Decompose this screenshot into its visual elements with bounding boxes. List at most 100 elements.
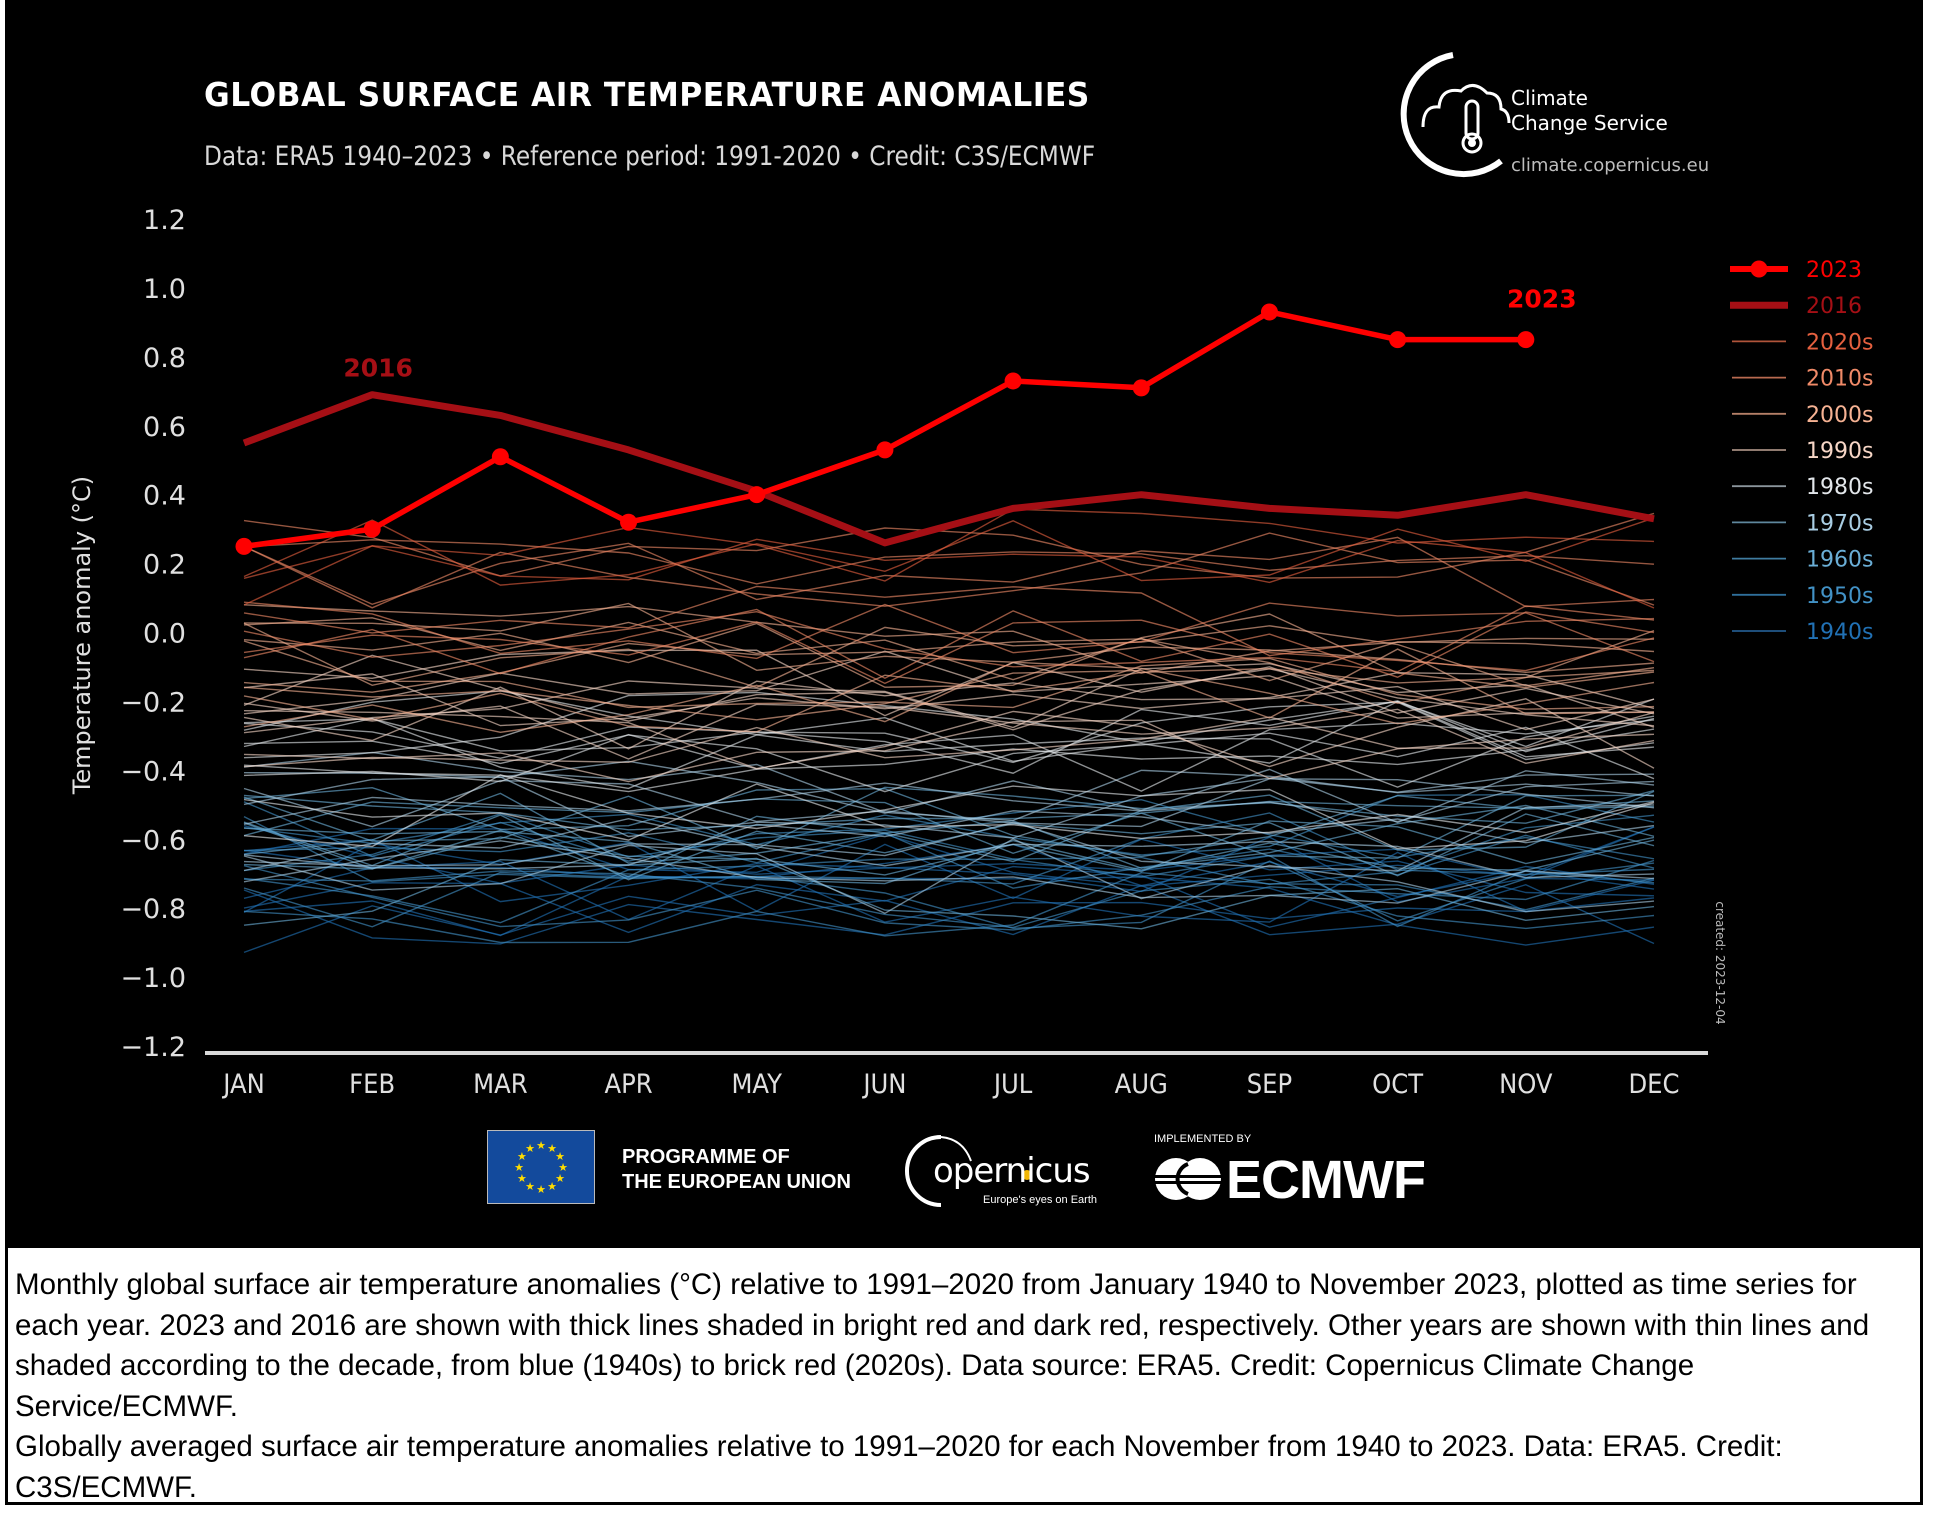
decade-line-2000s	[243, 613, 1655, 689]
decade-line-1970s	[243, 804, 1655, 872]
y-tick-label: 1.0	[143, 274, 186, 305]
legend-label: 2020s	[1806, 330, 1873, 355]
eu-star-icon: ★	[558, 1161, 568, 1174]
legend-item-1970s[interactable]: 1970s	[1732, 511, 1873, 536]
decade-line-1990s	[243, 654, 1655, 731]
decade-line-1990s	[243, 719, 1655, 783]
legend-label: 1960s	[1806, 548, 1873, 573]
point-2023-MAY	[748, 486, 766, 504]
annotations: 2016 2023	[343, 285, 1576, 383]
x-tick-label: JAN	[221, 1069, 264, 1101]
decade-line-1980s	[243, 701, 1655, 764]
legend-item-1950s[interactable]: 1950s	[1732, 584, 1873, 609]
legend-item-1940s[interactable]: 1940s	[1732, 620, 1873, 645]
legend-item-2016[interactable]: 2016	[1730, 294, 1862, 319]
x-tick-label: OCT	[1372, 1069, 1423, 1101]
x-tick-label: FEB	[349, 1069, 395, 1101]
c3s-logo-icon	[1400, 52, 1511, 178]
y-tick-label: 1.2	[143, 205, 186, 236]
eu-star-icon: ★	[517, 1172, 527, 1185]
x-tick-label: APR	[604, 1069, 652, 1101]
legend-label: 1950s	[1806, 584, 1873, 609]
chart-title: GLOBAL SURFACE AIR TEMPERATURE ANOMALIES	[204, 75, 1090, 114]
legend-item-2020s[interactable]: 2020s	[1732, 330, 1873, 355]
legend-label: 1980s	[1806, 475, 1873, 500]
decade-line-1990s	[243, 662, 1655, 734]
decade-line-1990s	[243, 711, 1655, 768]
decade-line-2000s	[243, 622, 1655, 689]
decade-line-1990s	[243, 702, 1655, 765]
legend-item-1980s[interactable]: 1980s	[1732, 475, 1873, 500]
decade-line-1950s	[243, 812, 1655, 886]
decade-line-1970s	[243, 780, 1655, 825]
point-2023-APR	[620, 513, 638, 531]
legend-label: 1970s	[1806, 511, 1873, 536]
legend-item-1960s[interactable]: 1960s	[1732, 548, 1873, 573]
decade-line-2010s	[243, 512, 1655, 579]
x-tick-label: SEP	[1247, 1069, 1292, 1101]
y-tick-label: −1.2	[120, 1032, 186, 1063]
legend-label: 1940s	[1806, 620, 1873, 645]
decade-line-1950s	[243, 870, 1655, 930]
decade-line-1970s	[243, 810, 1655, 870]
decade-line-2010s	[243, 585, 1655, 657]
eu-star-icon: ★	[547, 1180, 557, 1193]
decade-line-1970s	[243, 760, 1655, 824]
decade-line-1970s	[243, 817, 1655, 879]
eu-text-line1: PROGRAMME OF	[622, 1146, 790, 1168]
created-note: created: 2023-12-04	[1713, 901, 1727, 1025]
annotation-2016: 2016	[343, 354, 413, 383]
point-2023-NOV	[1517, 331, 1535, 349]
point-2023-SEP	[1260, 303, 1278, 321]
y-tick-label: 0.6	[143, 412, 186, 443]
chart-svg: 1.2 1.0 0.8 0.6 0.4 0.2 0.0 −0.2 −0.4 −0.6 −0.8 −1.…	[120, 205, 1873, 1101]
copernicus-wordmark: opernicus	[933, 1151, 1091, 1191]
point-2023-FEB	[363, 520, 381, 538]
decade-line-2000s	[243, 661, 1655, 734]
legend-item-1990s[interactable]: 1990s	[1732, 439, 1873, 464]
eu-star-icon: ★	[555, 1172, 565, 1185]
decade-line-1960s	[243, 790, 1655, 864]
y-tick-label: 0.2	[143, 550, 186, 581]
decade-line-1980s	[243, 719, 1655, 792]
eu-star-icon: ★	[517, 1150, 527, 1163]
decade-line-1980s	[243, 774, 1655, 850]
caption-paragraph-1: Monthly global surface air temperature a…	[15, 1268, 1870, 1423]
figure-caption: Monthly global surface air temperature a…	[15, 1265, 1915, 1508]
implemented-by-label: IMPLEMENTED BY	[1154, 1133, 1252, 1145]
point-2023-AUG	[1132, 379, 1150, 397]
decade-line-1940s	[243, 889, 1655, 945]
legend-item-2010s[interactable]: 2010s	[1732, 367, 1873, 392]
eu-star-icon: ★	[525, 1142, 535, 1155]
eu-star-icon: ★	[525, 1180, 535, 1193]
decade-line-2000s	[243, 667, 1655, 733]
x-tick-label: MAR	[473, 1069, 528, 1101]
decade-line-1950s	[243, 860, 1655, 930]
decade-line-2010s	[243, 619, 1655, 685]
decade-line-1960s	[243, 820, 1655, 876]
copernicus-logo-icon	[905, 1135, 1032, 1207]
c3s-name-line2: Change Service	[1511, 111, 1668, 135]
decade-line-1960s	[243, 794, 1655, 831]
ecmwf-mark-icon	[1154, 1158, 1222, 1200]
legend-label: 2000s	[1806, 403, 1873, 428]
eu-star-icon: ★	[536, 1139, 546, 1152]
x-tick-label: AUG	[1115, 1069, 1168, 1101]
decade-line-1970s	[243, 773, 1655, 839]
c3s-url[interactable]: climate.copernicus.eu	[1511, 155, 1710, 176]
decade-line-1970s	[243, 838, 1655, 915]
legend-marker	[1750, 260, 1768, 278]
ecmwf-wordmark: ECMWF	[1226, 1150, 1426, 1210]
legend-label: 2016	[1806, 294, 1862, 319]
legend-label: 2023	[1806, 258, 1862, 283]
legend-item-2023[interactable]: 2023	[1730, 258, 1862, 283]
legend-item-2000s[interactable]: 2000s	[1732, 403, 1873, 428]
point-2023-JAN	[235, 537, 253, 555]
decade-line-1980s	[243, 728, 1655, 793]
x-tick-label: NOV	[1499, 1069, 1553, 1101]
point-2023-JUN	[876, 441, 894, 459]
eu-star-icon: ★	[536, 1183, 546, 1196]
chart-figure: 1.2 1.0 0.8 0.6 0.4 0.2 0.0 −0.2 −0.4 −0.6 −0.8 −1.…	[8, 3, 1920, 1248]
y-tick-label: 0.4	[143, 481, 186, 512]
y-tick-label: −0.6	[120, 825, 186, 856]
